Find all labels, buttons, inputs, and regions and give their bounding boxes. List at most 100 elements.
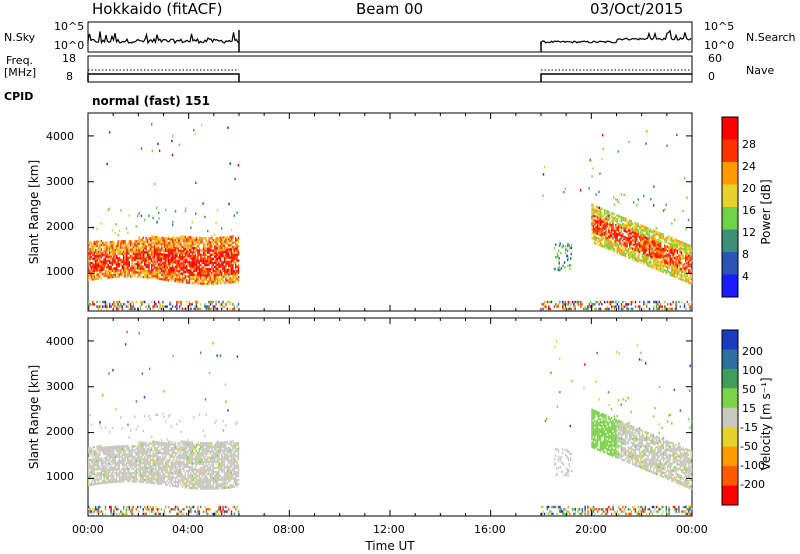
range-cell: [186, 275, 188, 278]
range-cell: [216, 282, 219, 285]
range-cell: [184, 258, 186, 261]
range-cell: [138, 466, 140, 469]
range-cell: [184, 235, 186, 239]
range-cell: [237, 280, 240, 283]
range-cell: [179, 510, 181, 513]
range-cell: [202, 448, 205, 451]
range-cell: [110, 265, 112, 268]
range-cell: [125, 447, 128, 450]
range-cell: [685, 261, 687, 264]
range-cell: [162, 271, 164, 275]
range-cell: [172, 472, 174, 475]
range-cell: [187, 242, 189, 245]
range-cell: [153, 467, 156, 470]
range-cell: [228, 273, 230, 276]
range-cell: [153, 243, 156, 247]
range-cell: [92, 257, 94, 260]
range-cell: [634, 236, 637, 239]
range-cell: [191, 462, 193, 465]
range-cell: [176, 261, 178, 264]
range-cell: [181, 251, 184, 255]
range-cell: [208, 268, 210, 271]
range-cell: [236, 249, 238, 252]
range-cell: [661, 251, 663, 254]
range-cell: [195, 464, 198, 467]
range-cell: [564, 252, 567, 255]
range-cell: [174, 482, 177, 486]
range-cell: [201, 257, 203, 260]
range-cell: [110, 251, 112, 254]
range-cell: [127, 244, 129, 247]
range-cell: [109, 450, 111, 453]
range-cell: [118, 449, 121, 452]
range-cell: [214, 280, 216, 283]
range-cell: [155, 252, 157, 255]
range-cell: [204, 257, 206, 261]
range-cell: [643, 303, 645, 306]
range-cell: [638, 235, 641, 239]
range-cell: [92, 512, 94, 516]
range-cell: [163, 255, 165, 258]
range-cell: [110, 478, 112, 482]
range-cell: [135, 476, 137, 479]
range-cell: [124, 512, 126, 516]
range-cell: [221, 259, 223, 262]
range-cell: [179, 266, 181, 269]
range-cell: [116, 445, 118, 448]
range-cell: [169, 455, 171, 458]
range-cell: [616, 251, 618, 254]
range-cell: [109, 466, 111, 469]
range-cell: [657, 241, 659, 244]
range-cell: [160, 257, 163, 260]
range-cell: [659, 269, 662, 272]
range-cell: [125, 260, 128, 264]
range-cell: [144, 472, 146, 475]
range-cell: [202, 253, 205, 256]
range-cell: [209, 274, 212, 277]
range-cell: [193, 484, 195, 488]
range-cell: [650, 244, 652, 248]
range-cell: [690, 253, 693, 256]
range-cell: [92, 267, 94, 271]
range-cell: [156, 469, 158, 473]
range-cell: [574, 307, 576, 311]
range-cell: [687, 262, 690, 266]
range-cell: [97, 273, 100, 276]
range-cell: [230, 280, 233, 284]
range-cell: [193, 263, 195, 266]
range-cell: [608, 237, 610, 240]
range-cell: [113, 257, 115, 260]
range-cell: [141, 257, 143, 260]
range-cell: [595, 242, 597, 245]
range-cell: [591, 207, 593, 211]
range-cell: [104, 479, 107, 482]
range-cell: [169, 477, 171, 481]
range-cell: [109, 251, 111, 254]
range-cell: [123, 242, 125, 245]
range-cell: [96, 478, 98, 481]
range-cell: [228, 254, 230, 257]
range-cell: [222, 242, 224, 245]
range-cell: [659, 240, 662, 243]
range-cell: [191, 253, 193, 256]
range-cell: [197, 276, 199, 279]
range-cell: [142, 429, 144, 433]
range-cell: [618, 305, 620, 308]
range-cell: [137, 505, 139, 509]
range-cell: [639, 307, 641, 311]
range-cell: [128, 508, 130, 511]
range-cell: [185, 207, 187, 210]
range-cell: [173, 267, 175, 270]
range-cell: [131, 445, 133, 448]
range-cell: [634, 242, 637, 245]
range-cell: [198, 243, 200, 246]
range-cell: [177, 300, 179, 304]
range-cell: [106, 162, 108, 166]
range-cell: [121, 267, 123, 270]
range-cell: [599, 242, 602, 245]
range-cell: [177, 255, 179, 258]
range-cell: [170, 244, 172, 247]
range-cell: [228, 281, 230, 284]
range-cell: [118, 457, 121, 461]
range-cell: [109, 247, 111, 250]
